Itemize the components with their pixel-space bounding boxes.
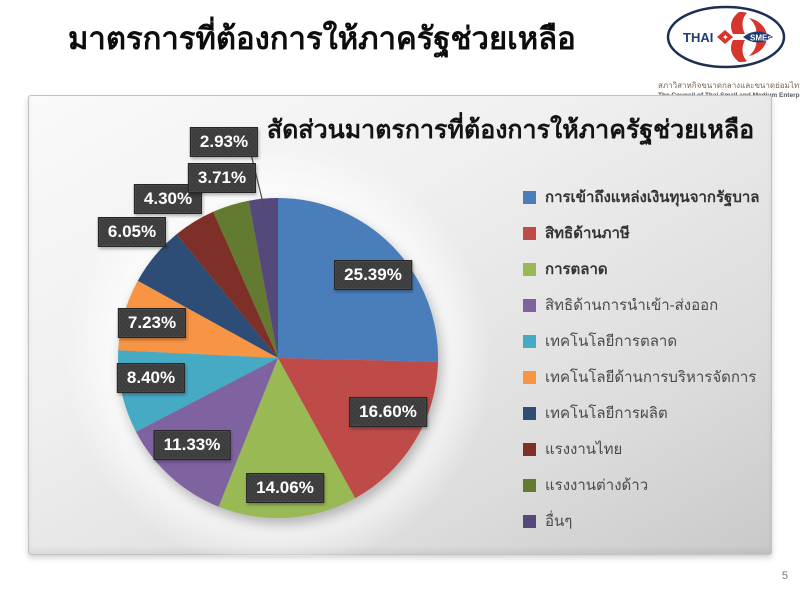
legend-item-2: การตลาด [523, 251, 759, 287]
chart-title: สัดส่วนมาตรการที่ต้องการให้ภาครัฐช่วยเหล… [266, 116, 755, 144]
pie-slice-7 [176, 211, 278, 358]
pie-data-label-9: 2.93% [189, 127, 259, 157]
pie-data-label-5: 7.23% [117, 308, 187, 338]
legend-item-1: สิทธิด้านภาษี [523, 215, 759, 251]
legend-label: อื่นๆ [545, 513, 573, 530]
legend-item-7: แรงงานไทย [523, 431, 759, 467]
legend-label: แรงงานต่างด้าว [545, 477, 649, 494]
logo-thai-text: THAI [683, 30, 713, 45]
legend-swatch-icon [523, 298, 536, 312]
legend-item-6: เทคโนโลยีการผลิต [523, 395, 759, 431]
legend-item-4: เทคโนโลยีการตลาด [523, 323, 759, 359]
slide-title: มาตรการที่ต้องการให้ภาครัฐช่วยเหลือ [68, 21, 576, 56]
legend-label: การตลาด [545, 261, 608, 278]
thai-sme-logo-emblem: THAI ✦ SMEs [666, 5, 786, 69]
legend-swatch-icon [523, 442, 536, 456]
legend: การเข้าถึงแหล่งเงินทุนจากรัฐบาลสิทธิด้าน… [523, 179, 759, 539]
legend-swatch-icon [523, 226, 536, 240]
legend-item-9: อื่นๆ [523, 503, 759, 539]
pie-slice-5 [118, 280, 278, 358]
label-leader-line [250, 153, 265, 208]
legend-item-3: สิทธิด้านการนำเข้า-ส่งออก [523, 287, 759, 323]
legend-label: การเข้าถึงแหล่งเงินทุนจากรัฐบาล [545, 189, 760, 206]
pie-data-label-3: 11.33% [153, 430, 231, 460]
pie-data-label-0: 25.39% [334, 260, 412, 290]
legend-label: เทคโนโลยีการตลาด [545, 333, 678, 350]
legend-label: แรงงานไทย [545, 441, 623, 458]
legend-label: สิทธิด้านภาษี [545, 225, 630, 242]
legend-swatch-icon [523, 478, 536, 492]
legend-label: เทคโนโลยีการผลิต [545, 405, 668, 422]
legend-item-8: แรงงานต่างด้าว [523, 467, 759, 503]
legend-swatch-icon [523, 262, 536, 276]
pie-data-label-8: 3.71% [187, 163, 257, 193]
legend-swatch-icon [523, 406, 536, 420]
legend-swatch-icon [523, 370, 536, 384]
pie-data-label-4: 8.40% [116, 363, 186, 393]
pie-slice-9 [248, 198, 278, 358]
logo-org-name-thai: สภาวิสาหกิจขนาดกลางและขนาดย่อมไทย [658, 81, 800, 90]
legend-item-5: เทคโนโลยีด้านการบริหารจัดการ [523, 359, 759, 395]
legend-item-0: การเข้าถึงแหล่งเงินทุนจากรัฐบาล [523, 179, 759, 215]
chart-panel: สัดส่วนมาตรการที่ต้องการให้ภาครัฐช่วยเหล… [28, 95, 772, 556]
legend-label: สิทธิด้านการนำเข้า-ส่งออก [545, 297, 719, 314]
legend-swatch-icon [523, 334, 536, 348]
thai-sme-logo: THAI ✦ SMEs สภาวิสาหกิจขนาดกลางและขนาดย่… [658, 4, 800, 99]
pie-slice-8 [213, 200, 278, 358]
legend-label: เทคโนโลยีด้านการบริหารจัดการ [545, 369, 757, 386]
legend-swatch-icon [523, 514, 536, 528]
legend-swatch-icon [523, 190, 536, 204]
pie-slice-1 [278, 358, 438, 499]
logo-sme-text: SMEs [750, 34, 772, 43]
logo-sme-lens: SMEs [743, 31, 773, 43]
logo-star-icon: ✦ [722, 33, 729, 42]
pie-slice-6 [137, 234, 278, 358]
pie-data-label-2: 14.06% [246, 473, 324, 503]
pie-data-label-6: 6.05% [97, 217, 167, 247]
pie-data-label-7: 4.30% [133, 184, 203, 214]
page-number: 5 [781, 570, 788, 582]
pie-data-label-1: 16.60% [349, 397, 427, 427]
